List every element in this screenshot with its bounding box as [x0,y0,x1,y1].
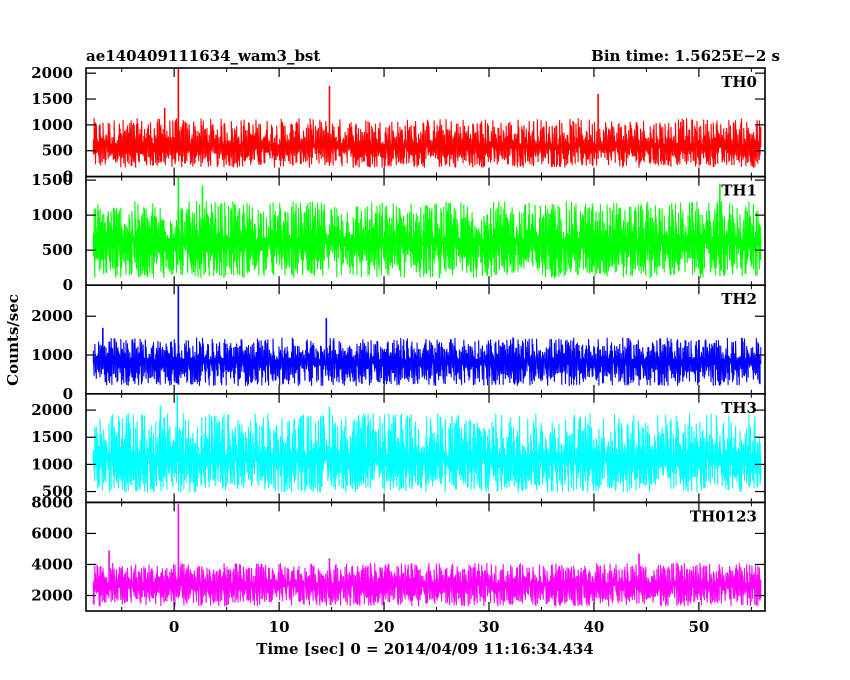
y-tick-label: 1000 [31,346,73,364]
y-tick-label: 4000 [31,555,73,573]
x-tick-label: 50 [688,618,709,636]
trace-th0 [92,118,762,168]
panel-label: TH1 [721,182,757,200]
panel-th0123: 2000 4000 6000 8000 TH0123 [31,493,766,612]
x-tick-label: 30 [479,618,500,636]
y-tick-label: 0 [63,276,73,294]
y-tick-label: 1000 [31,116,73,134]
chart-title-right: Bin time: 1.5625E−2 s [591,47,780,65]
trace-th0123 [92,562,762,607]
y-tick-label: 2000 [31,64,73,82]
panel-th3: 500 1000 1500 2000 TH3 [31,392,766,504]
y-tick-label: 500 [42,483,73,501]
y-tick-label: 1500 [31,171,73,189]
y-tick-label: 8000 [31,493,73,511]
panel-th2: 0 1000 2000 TH2 [31,284,766,403]
y-tick-label: 2000 [31,307,73,325]
y-tick-label: 1500 [31,428,73,446]
y-tick-label: 500 [42,241,73,259]
y-tick-label: 0 [63,385,73,403]
trace-th3 [92,412,762,493]
trace-th2 [92,337,762,387]
chart-title-left: ae140409111634_wam3_bst [86,47,320,65]
x-tick-label: 20 [374,618,395,636]
panel-label: TH2 [721,290,757,308]
y-tick-label: 1000 [31,455,73,473]
trace-th1 [92,201,762,279]
y-tick-label: 0 [63,168,73,186]
y-tick-label: 500 [42,142,73,160]
y-tick-label: 1500 [31,90,73,108]
panel-label: TH3 [721,399,757,417]
panel-th0: 0 500 1000 1500 2000 TH0 [31,64,766,186]
x-tick-label: 0 [169,618,179,636]
y-tick-label: 1000 [31,206,73,224]
y-tick-label: 6000 [31,524,73,542]
x-tick-label: 40 [584,618,605,636]
y-tick-label: 2000 [31,401,73,419]
y-tick-label: 2000 [31,586,73,604]
x-tick-label: 10 [269,618,290,636]
panel-label: TH0123 [690,507,757,525]
panel-label: TH0 [721,73,757,91]
x-axis-label: Time [sec] 0 = 2014/04/09 11:16:34.434 [256,640,593,658]
panel-frame [85,501,766,612]
y-axis-label: Counts/sec [4,294,22,386]
panel-th1: 0 500 1000 1500 TH1 [31,171,766,294]
